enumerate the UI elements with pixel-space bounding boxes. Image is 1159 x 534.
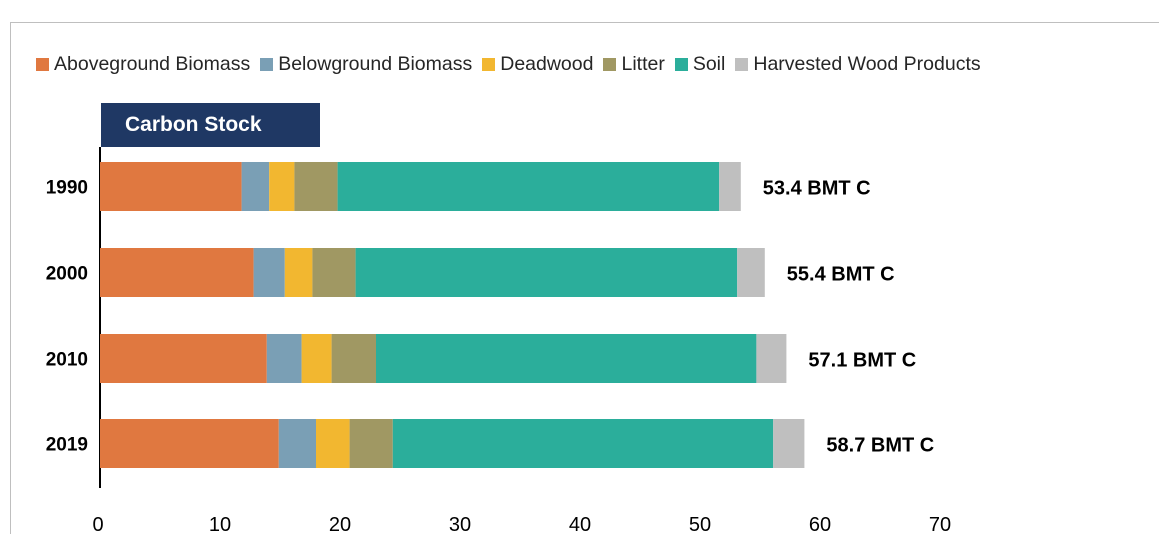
total-data-label: 57.1 BMT C xyxy=(808,350,916,372)
legend-swatch xyxy=(603,57,617,71)
bar-segment xyxy=(100,248,254,297)
total-data-label: 58.7 BMT C xyxy=(826,435,934,457)
bar-segment xyxy=(737,248,765,297)
legend-label: Deadwood xyxy=(500,52,594,75)
bar-segment xyxy=(719,162,741,211)
legend-swatch xyxy=(735,57,749,71)
legend-label: Harvested Wood Products xyxy=(753,52,981,75)
bar-segment xyxy=(337,162,720,211)
legend-swatch xyxy=(482,57,496,71)
bar-segment xyxy=(253,248,285,297)
legend-label: Belowground Biomass xyxy=(278,52,473,75)
bar-segment xyxy=(355,248,738,297)
x-tick-label: 70 xyxy=(929,514,951,534)
legend-item: Harvested Wood Products xyxy=(735,52,981,76)
bar-segment xyxy=(331,334,376,383)
x-tick-label: 0 xyxy=(92,514,103,534)
bar-segment xyxy=(284,248,313,297)
legend-label: Litter xyxy=(621,52,665,75)
bar-segment xyxy=(266,334,302,383)
bar-segment xyxy=(392,419,774,468)
x-tick-label: 10 xyxy=(209,514,231,534)
bar-segment xyxy=(100,334,267,383)
legend-swatch xyxy=(260,57,274,71)
chart-title: Carbon Stock xyxy=(101,103,320,147)
bar-segment xyxy=(756,334,787,383)
x-tick-label: 20 xyxy=(329,514,351,534)
legend-swatch xyxy=(36,57,49,71)
legend-swatch xyxy=(674,57,688,71)
legend-label: Aboveground Biomass xyxy=(54,52,251,75)
total-data-label: 53.4 BMT C xyxy=(763,178,871,200)
bar-segment xyxy=(312,248,356,297)
chart-frame xyxy=(10,22,1159,534)
legend: Aboveground Biomass Belowground Biomass De… xyxy=(36,52,991,76)
bar-segment xyxy=(241,162,270,211)
bar-segment xyxy=(349,419,393,468)
bar-segment xyxy=(100,162,242,211)
legend-item: Aboveground Biomass xyxy=(36,53,250,76)
x-tick-label: 50 xyxy=(689,514,711,534)
legend-item: Belowground Biomass xyxy=(260,53,472,76)
category-label: 2000 xyxy=(46,264,88,285)
total-data-label: 55.4 BMT C xyxy=(787,264,895,286)
x-tick-label: 60 xyxy=(809,514,831,534)
legend-item: Deadwood xyxy=(482,53,593,76)
x-tick-label: 40 xyxy=(569,514,591,534)
bar-segment xyxy=(100,419,279,468)
category-label: 2019 xyxy=(46,435,88,456)
bar-segment xyxy=(316,419,350,468)
bar-segment xyxy=(278,419,316,468)
legend-item: Litter xyxy=(603,52,665,76)
bar-segment xyxy=(269,162,295,211)
category-label: 1990 xyxy=(46,178,88,199)
bar-segment xyxy=(376,334,757,383)
x-tick-label: 30 xyxy=(449,514,471,534)
bar-segment xyxy=(301,334,332,383)
bar-segment xyxy=(773,419,805,468)
bar-segment xyxy=(294,162,338,211)
legend-label: Soil xyxy=(692,52,726,75)
category-label: 2010 xyxy=(46,350,88,371)
legend-item: Soil xyxy=(674,52,726,76)
